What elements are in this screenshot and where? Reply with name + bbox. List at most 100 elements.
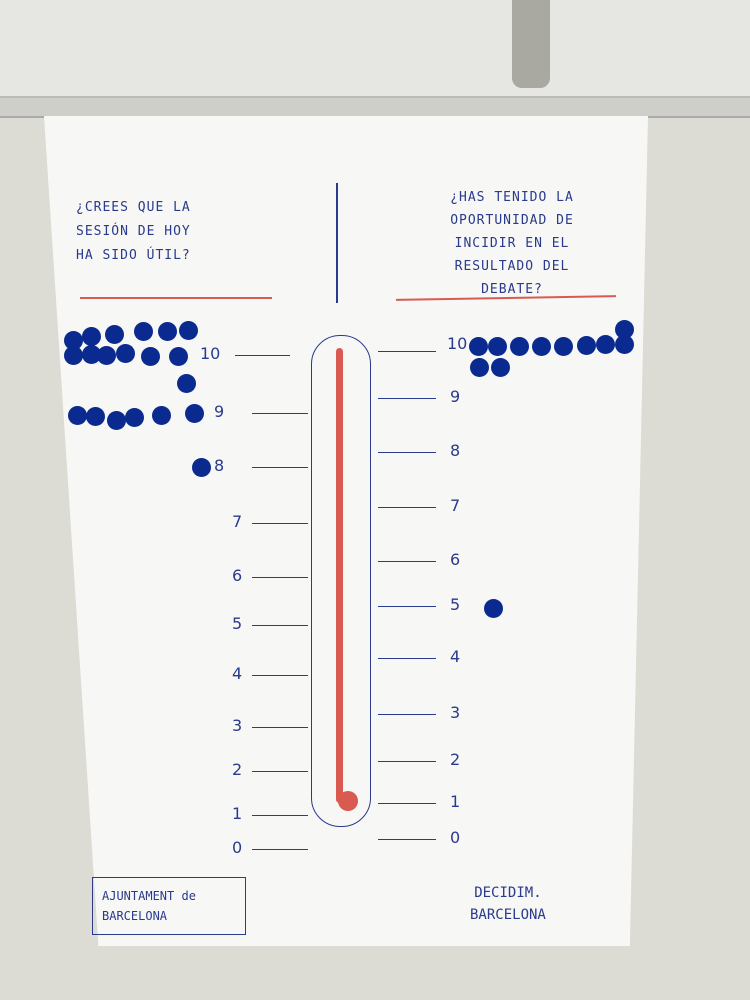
left-scale-tick — [252, 849, 308, 850]
left-question-line: HA SIDO ÚTIL? — [76, 248, 191, 263]
wall-rail — [0, 96, 750, 118]
left-vote-dot-9 — [185, 404, 204, 423]
left-vote-dot-10 — [64, 346, 83, 365]
right-vote-dot-10 — [510, 337, 529, 356]
right-question-line: DEBATE? — [481, 282, 543, 297]
right-question-line: ¿HAS TENIDO LA — [450, 190, 574, 205]
footer-left-line: AJUNTAMENT de — [102, 889, 196, 903]
left-scale-tick — [252, 771, 308, 772]
right-scale-tick — [378, 452, 436, 453]
right-scale-tick — [378, 561, 436, 562]
right-scale-label: 5 — [450, 595, 461, 614]
right-scale-tick — [378, 803, 436, 804]
right-vote-dot-10 — [596, 335, 615, 354]
left-scale-label: 4 — [232, 664, 243, 683]
left-question-line: ¿CREES QUE LA — [76, 200, 191, 215]
left-vote-dot-9 — [86, 407, 105, 426]
left-scale-tick — [252, 727, 308, 728]
right-vote-dot-10 — [615, 335, 634, 354]
left-vote-dot-9 — [125, 408, 144, 427]
left-vote-dot-9 — [68, 406, 87, 425]
right-scale-tick — [378, 761, 436, 762]
thermometer-outline — [311, 335, 371, 827]
left-vote-dot-9 — [107, 411, 126, 430]
right-vote-dot-10 — [554, 337, 573, 356]
left-vote-dot-10 — [179, 321, 198, 340]
left-vote-dot-10 — [64, 331, 83, 350]
wall — [0, 0, 750, 100]
left-scale-label: 2 — [232, 760, 243, 779]
right-vote-dot-5 — [484, 599, 503, 618]
right-vote-dot-10 — [577, 336, 596, 355]
left-scale-tick — [235, 355, 290, 356]
right-vote-dot-10 — [488, 337, 507, 356]
left-scale-label: 8 — [214, 456, 225, 475]
right-vote-dot-10 — [615, 320, 634, 339]
left-vote-dot-10 — [82, 345, 101, 364]
left-scale-tick — [252, 523, 308, 524]
left-scale-label: 1 — [232, 804, 243, 823]
left-vote-dot-10 — [177, 374, 196, 393]
right-scale-label: 0 — [450, 828, 461, 847]
right-scale-tick — [378, 839, 436, 840]
left-scale-tick — [252, 577, 308, 578]
ajuntament-logo-box — [92, 877, 246, 935]
left-vote-dot-8 — [192, 458, 211, 477]
right-vote-dot-10 — [532, 337, 551, 356]
left-scale-tick — [252, 815, 308, 816]
left-vote-dot-10 — [134, 322, 153, 341]
left-scale-tick — [252, 675, 308, 676]
left-scale-label: 5 — [232, 614, 243, 633]
left-vote-dot-10 — [105, 325, 124, 344]
footer-right-line: DECIDIM. — [474, 885, 542, 901]
right-question: ¿HAS TENIDO LA OPORTUNIDAD DE INCIDIR EN… — [412, 186, 612, 301]
left-scale-label: 10 — [200, 344, 221, 363]
left-scale-label: 9 — [214, 402, 225, 421]
right-scale-tick — [378, 398, 436, 399]
right-scale-label: 1 — [450, 792, 461, 811]
right-question-line: RESULTADO DEL — [454, 259, 570, 274]
left-vote-dot-10 — [169, 347, 188, 366]
right-scale-tick — [378, 714, 436, 715]
left-vote-dot-10 — [116, 344, 135, 363]
right-vote-dot-10 — [469, 337, 488, 356]
right-question-line: INCIDIR EN EL — [454, 236, 570, 251]
left-underline — [80, 297, 272, 299]
right-scale-tick — [378, 507, 436, 508]
right-scale-label: 4 — [450, 647, 461, 666]
pipe — [512, 0, 550, 88]
left-vote-dot-9 — [152, 406, 171, 425]
left-scale-tick — [252, 467, 308, 468]
right-vote-dot-10 — [470, 358, 489, 377]
ajuntament-logo: AJUNTAMENT de BARCELONA — [102, 886, 196, 926]
left-scale-label: 3 — [232, 716, 243, 735]
thermometer-bulb — [338, 791, 358, 811]
left-vote-dot-10 — [141, 347, 160, 366]
left-scale-label: 7 — [232, 512, 243, 531]
right-scale-label: 8 — [450, 441, 461, 460]
footer-right-line: BARCELONA — [470, 907, 546, 923]
right-scale-tick — [378, 351, 436, 352]
right-scale-tick — [378, 606, 436, 607]
center-divider — [336, 183, 338, 303]
right-scale-label: 10 — [447, 334, 468, 353]
footer-left-line: BARCELONA — [102, 909, 168, 923]
left-scale-tick — [252, 413, 308, 414]
right-scale-tick — [378, 658, 436, 659]
thermometer-mercury — [336, 348, 343, 803]
left-scale-label: 0 — [232, 838, 243, 857]
left-scale-tick — [252, 625, 308, 626]
left-question: ¿CREES QUE LA SESIÓN DE HOY HA SIDO ÚTIL… — [76, 196, 276, 268]
right-scale-label: 7 — [450, 496, 461, 515]
left-question-line: SESIÓN DE HOY — [76, 224, 191, 239]
right-question-line: OPORTUNIDAD DE — [450, 213, 574, 228]
left-vote-dot-10 — [158, 322, 177, 341]
decidim-logo: DECIDIM. BARCELONA — [470, 882, 546, 926]
right-scale-label: 2 — [450, 750, 461, 769]
right-scale-label: 3 — [450, 703, 461, 722]
right-vote-dot-10 — [491, 358, 510, 377]
left-scale-label: 6 — [232, 566, 243, 585]
right-scale-label: 9 — [450, 387, 461, 406]
left-vote-dot-10 — [97, 346, 116, 365]
right-scale-label: 6 — [450, 550, 461, 569]
